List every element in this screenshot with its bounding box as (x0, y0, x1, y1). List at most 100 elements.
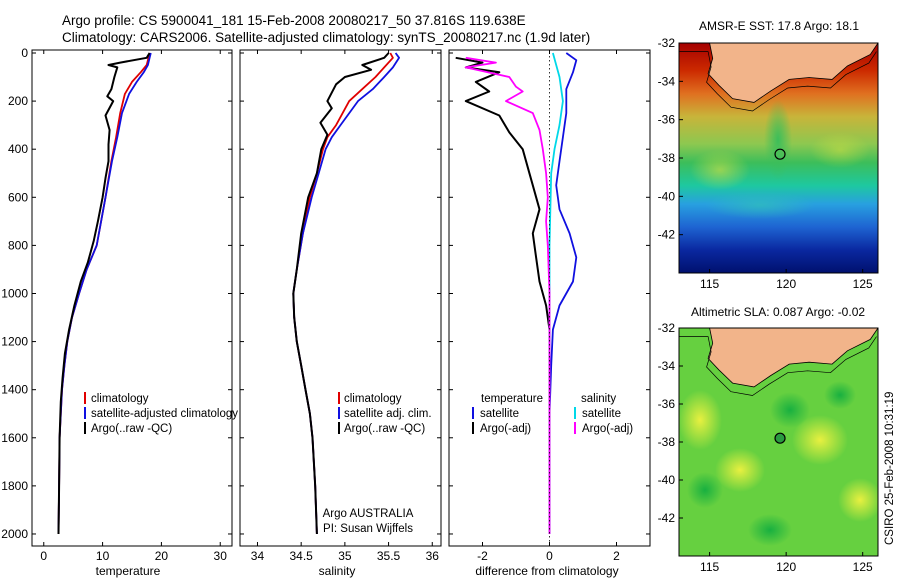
float-position-marker (774, 148, 786, 160)
legend-label-argo: Argo(..raw -QC) (91, 423, 172, 435)
y-tick-label: -42 (658, 511, 676, 525)
depth-axis: 0 200 400 600 800 1000 1200 1400 1600 1800 2000 (1, 46, 650, 541)
y-tick-label: 2000 (1, 527, 28, 541)
x-tick-label: 10 (96, 549, 110, 563)
legend-label-sal-satellite: satellite (582, 408, 621, 420)
figure-title-line2: Climatology: CARS2006. Satellite-adjuste… (62, 30, 590, 45)
y-tick-label: -40 (658, 189, 676, 203)
australia-land (679, 328, 878, 388)
x-tick-label: 20 (155, 549, 169, 563)
series-line-climatology (292, 52, 394, 535)
y-tick-label: 1400 (1, 383, 28, 397)
x-tick-label: 2 (613, 549, 620, 563)
sla-high-patch (715, 448, 765, 492)
sst-warm-patch (810, 132, 870, 168)
difference-legend: temperature salinity satellite Argo(-adj… (472, 393, 633, 435)
legend-label-satellite: satellite adj. clim. (344, 408, 432, 420)
y-tick-label: 400 (8, 142, 28, 156)
x-tick-label: 0 (40, 549, 47, 563)
legend-label-climatology: climatology (91, 393, 149, 405)
temperature-panel (31, 49, 233, 547)
y-tick-label: 600 (8, 190, 28, 204)
y-tick-label: -34 (658, 74, 676, 88)
sst-map-title: AMSR-E SST: 17.8 Argo: 18.1 (699, 19, 859, 33)
legend-label-sal-argo: Argo(-adj) (582, 423, 633, 435)
series-line-salinity-satellite (548, 52, 564, 534)
salinity-panel (239, 49, 442, 547)
x-tick-label: 0 (546, 549, 553, 563)
sla-map-image (679, 328, 878, 556)
y-tick-label: -36 (658, 397, 676, 411)
sla-low-patch (770, 392, 810, 428)
x-tick-label: 125 (853, 277, 873, 291)
salinity-plot: 34 34.5 35 35.5 36 (251, 50, 439, 563)
series-line-temperature-argo-adj (455, 56, 551, 534)
sst-eddy-green (764, 100, 792, 180)
sla-map-title: Altimetric SLA: 0.087 Argo: -0.02 (691, 305, 865, 319)
sla-low-patch (687, 472, 723, 508)
x-tick-label: 120 (776, 560, 796, 574)
sla-map-axes: 115 120 125 -32 -34 -36 -38 -40 -42 (658, 321, 873, 574)
y-tick-label: 800 (8, 238, 28, 252)
legend-label-temp-argo: Argo(-adj) (480, 423, 531, 435)
difference-plot: -2 0 2 (455, 50, 620, 563)
series-line-argo-raw-qc (57, 52, 151, 535)
y-tick-label: -32 (658, 321, 676, 335)
y-tick-label: 1600 (1, 431, 28, 445)
x-tick-label: 120 (776, 277, 796, 291)
float-pi-label: PI: Susan Wijffels (323, 523, 413, 535)
y-tick-label: 1200 (1, 335, 28, 349)
legend-header-temperature: temperature (481, 393, 543, 405)
temperature-xlabel: temperature (96, 564, 161, 578)
series-line-climatology (57, 52, 151, 535)
y-tick-label: -42 (658, 228, 676, 242)
shelf-contour (679, 51, 877, 112)
y-tick-label: -40 (658, 473, 676, 487)
series-line-argo-raw-qc (292, 52, 390, 535)
legend-label-argo: Argo(..raw -QC) (344, 423, 425, 435)
x-tick-label: -2 (477, 549, 488, 563)
sla-high-patch (792, 415, 848, 465)
sla-low-patch (824, 381, 856, 409)
shelf-contour (679, 336, 877, 396)
series-line-salinity-argo-adj (464, 56, 551, 534)
y-tick-label: -34 (658, 359, 676, 373)
sla-low-patch (748, 514, 792, 546)
series-line-satellite-adj-clim (292, 52, 400, 535)
series-line-temperature-satellite (548, 52, 578, 534)
float-operator-label: Argo AUSTRALIA (323, 508, 414, 520)
x-tick-label: 125 (853, 560, 873, 574)
y-tick-label: -38 (658, 435, 676, 449)
temperature-plot: 0 10 20 30 (40, 50, 227, 563)
x-tick-label: 35.5 (377, 549, 401, 563)
y-tick-label: 1000 (1, 286, 28, 300)
x-tick-label: 30 (214, 549, 228, 563)
timestamp-stamp: CSIRO 25-Feb-2008 10:31:19 (884, 392, 896, 545)
x-tick-label: 36 (426, 549, 440, 563)
y-tick-label: 200 (8, 94, 28, 108)
sla-high-patch (838, 478, 878, 522)
temperature-legend: climatology satellite-adjusted climatolo… (84, 392, 238, 435)
difference-xlabel: difference from climatology (475, 564, 618, 578)
y-tick-label: -32 (658, 36, 676, 50)
sst-map-image (679, 43, 878, 273)
salinity-xlabel: salinity (319, 564, 356, 578)
sst-warm-patch (690, 150, 750, 190)
float-position-marker (774, 432, 786, 444)
y-tick-label: -38 (658, 151, 676, 165)
y-tick-label: 0 (21, 46, 28, 60)
sst-map-axes: 115 120 125 -32 -34 -36 -38 -40 -42 (658, 36, 873, 291)
x-tick-label: 34.5 (289, 549, 313, 563)
sla-high-patch (679, 390, 722, 450)
x-tick-label: 115 (700, 277, 719, 291)
legend-label-climatology: climatology (344, 393, 402, 405)
australia-land (679, 43, 878, 103)
legend-label-satellite: satellite-adjusted climatology (91, 408, 238, 420)
legend-header-salinity: salinity (581, 393, 616, 405)
series-line-satellite-adjusted-climatology (57, 52, 152, 535)
y-tick-label: 1800 (1, 479, 28, 493)
legend-label-temp-satellite: satellite (480, 408, 519, 420)
salinity-legend: climatology satellite adj. clim. Argo(..… (323, 392, 432, 535)
x-tick-label: 34 (251, 549, 265, 563)
x-tick-label: 35 (338, 549, 352, 563)
